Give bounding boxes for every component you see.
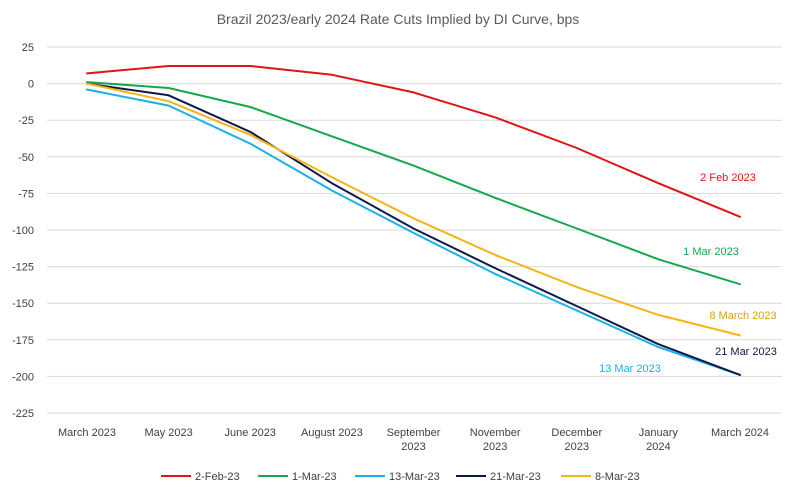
x-tick-label: May 2023	[144, 427, 192, 439]
series-line-21-mar-23	[86, 82, 741, 376]
legend: 2-Feb-23 1-Mar-23 13-Mar-23 21-Mar-23 8-Mar-…	[161, 471, 640, 483]
legend-label: 13-Mar-23	[389, 471, 440, 483]
series-line-2-feb-23	[86, 65, 741, 218]
y-tick-label: -200	[12, 371, 34, 383]
x-tick-label: September 2023	[387, 427, 441, 453]
legend-label: 1-Mar-23	[292, 471, 337, 483]
y-tick-label: -225	[12, 408, 34, 420]
legend-label: 21-Mar-23	[490, 471, 541, 483]
y-tick-label: 25	[22, 42, 34, 54]
x-axis: March 2023 May 2023 June 2023 August 2023 Se…	[58, 427, 769, 453]
x-tick-label: November 2023	[470, 427, 521, 453]
series-annotation: 8 March 2023	[709, 310, 776, 322]
series-annotation: 13 Mar 2023	[599, 363, 661, 375]
chart-title: Brazil 2023/early 2024 Rate Cuts Implied…	[217, 11, 580, 27]
y-tick-label: -75	[18, 188, 34, 200]
series-annotation: 1 Mar 2023	[683, 246, 739, 258]
x-tick-label: March 2024	[711, 427, 769, 439]
y-tick-label: -25	[18, 115, 34, 127]
y-tick-label: -50	[18, 152, 34, 164]
series-line-8-mar-23	[86, 82, 741, 337]
series-lines	[86, 65, 741, 376]
legend-label: 8-Mar-23	[595, 471, 640, 483]
y-axis: 25 0 -25 -50 -75 -100 -125 -150 -175 -200 -225	[12, 42, 34, 420]
legend-label: 2-Feb-23	[195, 471, 240, 483]
series-annotations: 2 Feb 2023 1 Mar 2023 8 March 2023 21 Mar 2…	[599, 172, 777, 375]
x-tick-label: August 2023	[301, 427, 363, 439]
series-annotation: 2 Feb 2023	[700, 172, 756, 184]
series-line-1-mar-23	[86, 81, 741, 286]
series-annotation: 21 Mar 2023	[715, 346, 777, 358]
series-line-13-mar-23	[86, 88, 741, 376]
y-tick-label: -175	[12, 335, 34, 347]
y-tick-label: -100	[12, 225, 34, 237]
y-tick-label: -125	[12, 262, 34, 274]
y-tick-label: 0	[28, 79, 34, 91]
x-tick-label: December 2023	[551, 427, 602, 453]
x-tick-label: March 2023	[58, 427, 116, 439]
y-tick-label: -150	[12, 298, 34, 310]
x-tick-label: January 2024	[639, 427, 679, 453]
x-tick-label: June 2023	[225, 427, 276, 439]
